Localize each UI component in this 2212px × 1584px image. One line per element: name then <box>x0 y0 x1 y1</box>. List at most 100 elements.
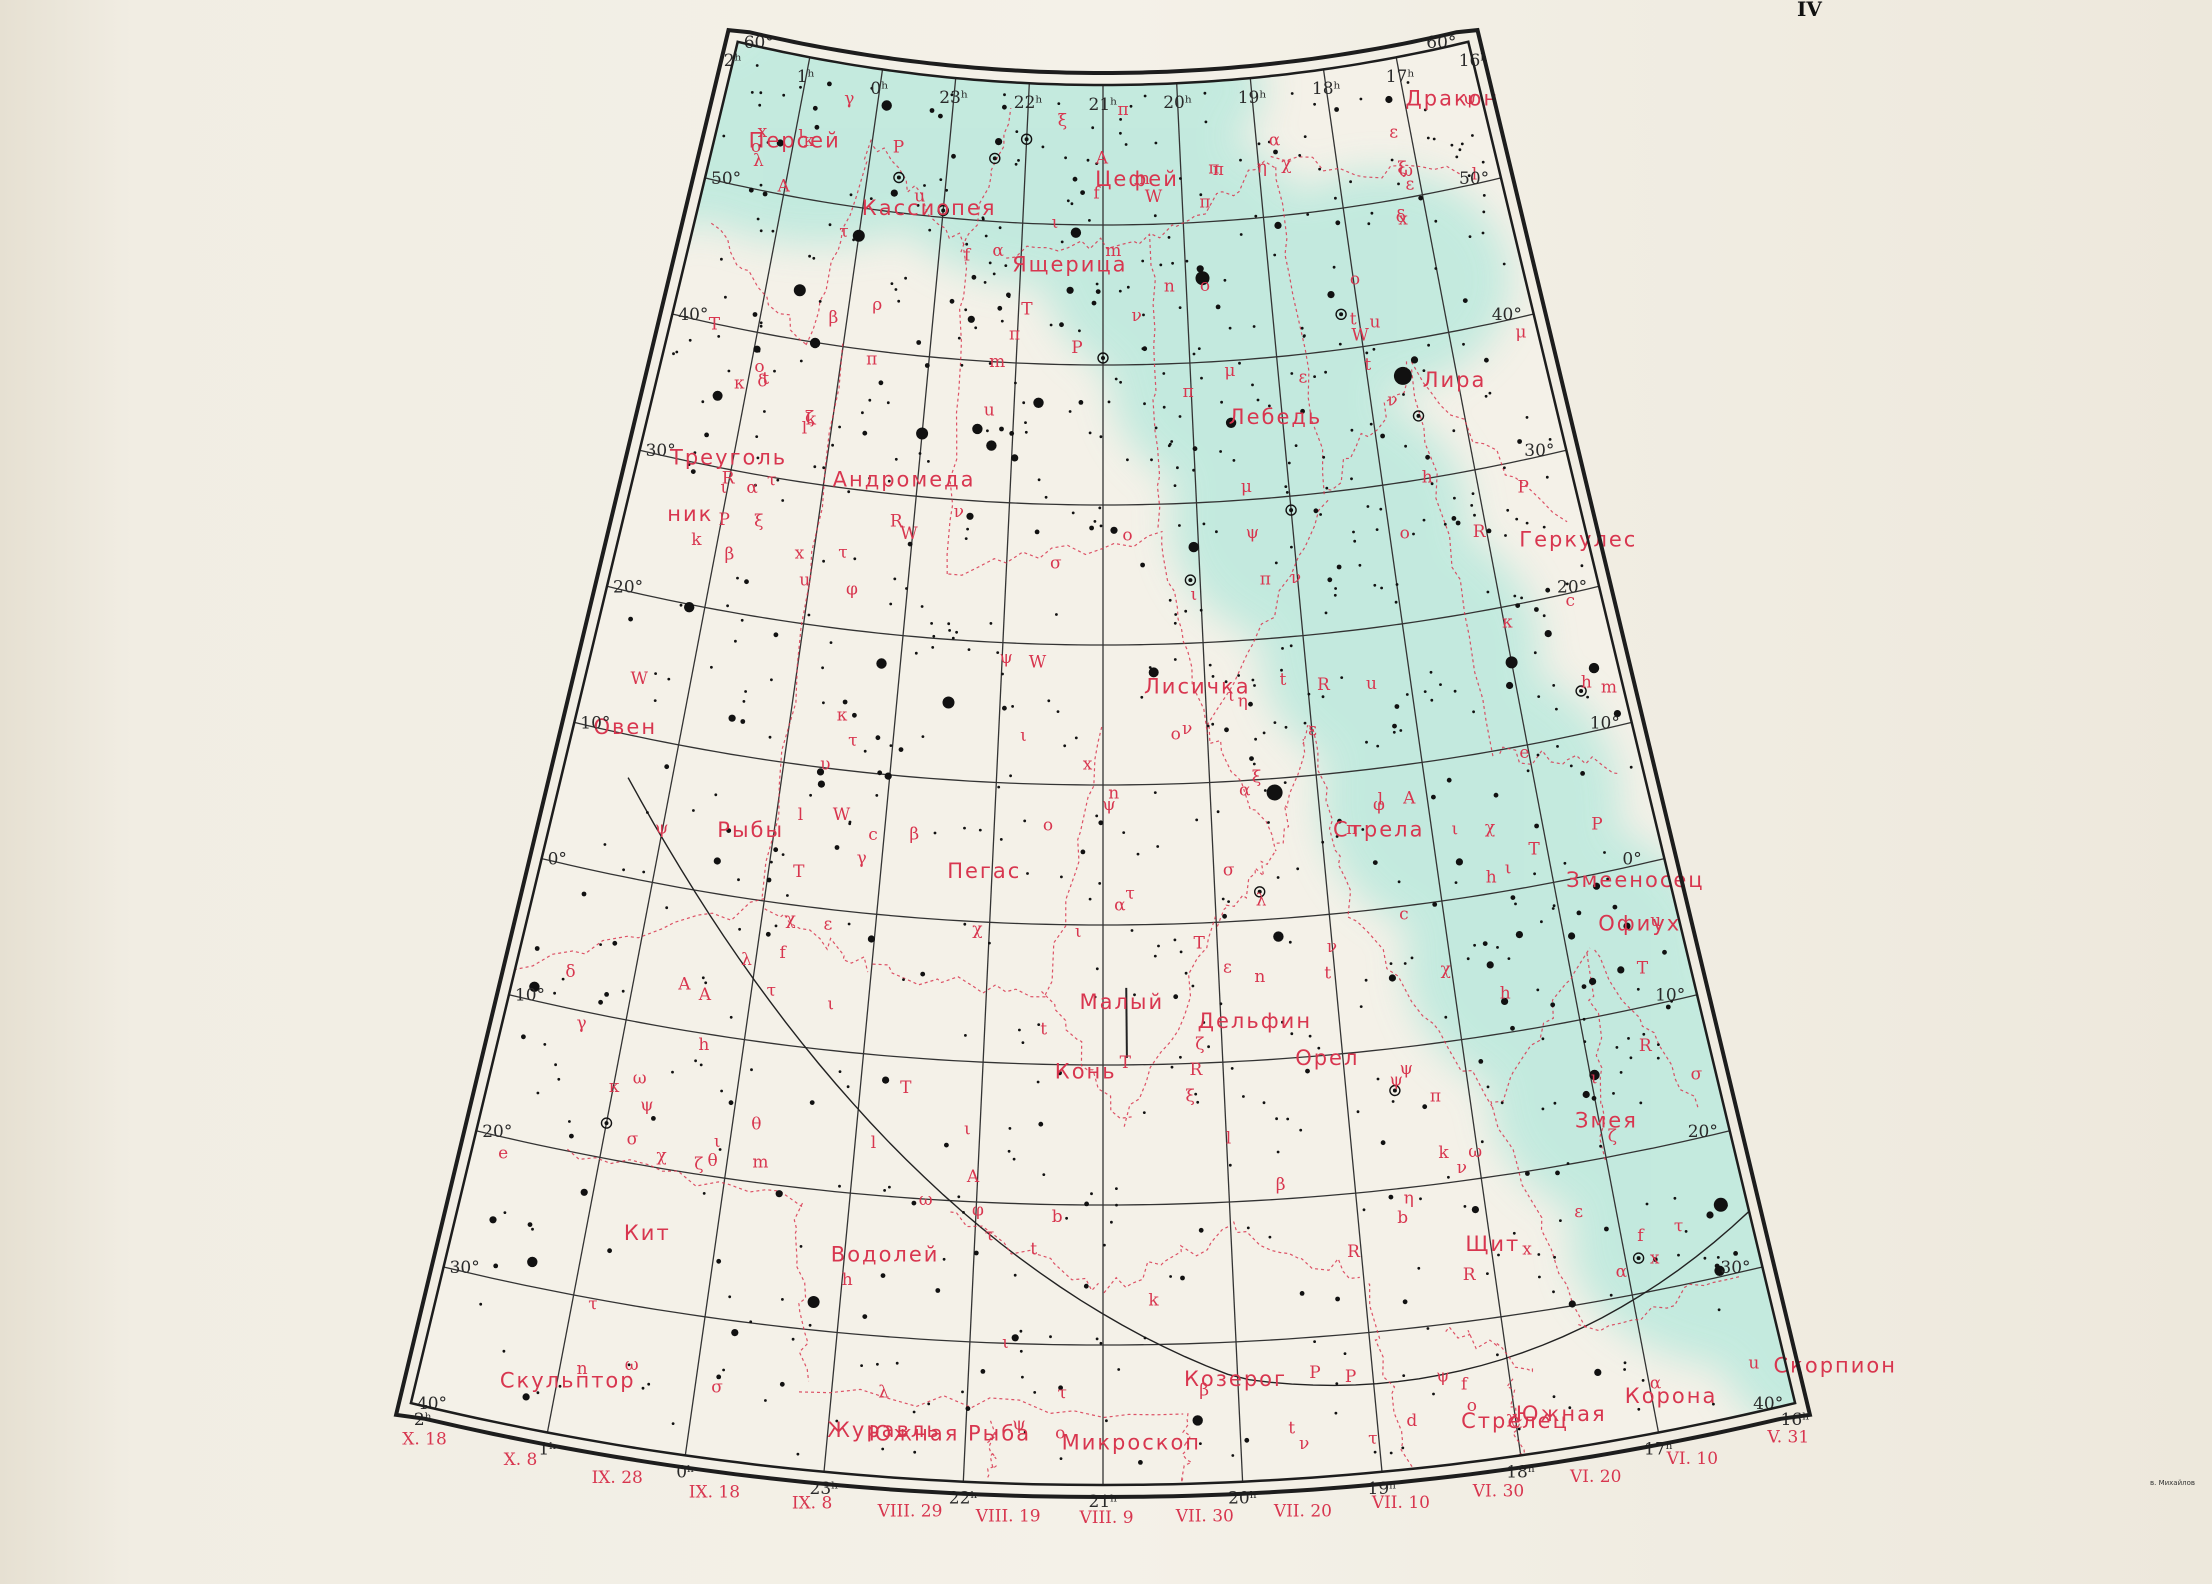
constellation-boundary <box>1586 950 1606 1161</box>
star <box>933 831 937 835</box>
declination-right-label: 40° <box>1492 305 1522 325</box>
star-designation-label: ξ <box>1058 111 1067 131</box>
star <box>1541 1107 1545 1111</box>
star <box>964 308 968 312</box>
star <box>581 891 587 897</box>
star <box>1365 351 1369 355</box>
culmination-date-label: VI. 30 <box>1472 1482 1524 1502</box>
star <box>755 435 759 438</box>
star <box>1191 984 1195 988</box>
star <box>1281 1020 1284 1024</box>
star <box>986 440 997 451</box>
star <box>1553 1101 1557 1105</box>
star <box>1015 130 1019 134</box>
star-designation-label: ω <box>625 1355 639 1375</box>
star <box>1089 525 1094 531</box>
star <box>951 153 956 159</box>
star-designation-label: ξ <box>754 511 763 531</box>
star <box>521 1034 526 1040</box>
star <box>1110 1220 1113 1224</box>
star-designation-label: ε <box>1308 720 1317 740</box>
star-designation-label: χ <box>972 919 982 939</box>
star <box>964 537 968 540</box>
star-designation-label: κ <box>734 374 745 394</box>
star <box>1001 672 1004 676</box>
star <box>716 1374 722 1380</box>
star-designation-label: h <box>842 1270 853 1290</box>
star <box>1227 900 1230 903</box>
star-designation-label: c <box>1399 905 1409 925</box>
star <box>675 350 679 354</box>
star <box>998 226 1002 230</box>
star <box>1322 455 1326 459</box>
star <box>580 1188 588 1196</box>
star <box>1627 1037 1630 1040</box>
star <box>1478 1059 1484 1064</box>
star-designation-label: ψ <box>640 1096 653 1116</box>
star-designation-label: ο <box>1043 816 1053 836</box>
declination-left-label: 40° <box>678 305 708 325</box>
star <box>1422 1104 1428 1110</box>
star-designation-label: ω <box>633 1068 647 1088</box>
star <box>902 978 905 981</box>
constellation-boundary <box>1180 1413 1194 1483</box>
star <box>890 282 894 285</box>
constellation-boundary <box>1149 234 1161 528</box>
star <box>1154 426 1158 430</box>
star <box>1395 583 1399 586</box>
constellation-boundary <box>946 249 968 576</box>
declination-left-label: 30° <box>646 441 676 461</box>
star <box>1098 882 1102 885</box>
star-designation-label: τ <box>1125 884 1134 904</box>
star-designation-label: T <box>900 1078 912 1098</box>
declination-left-label: 20° <box>482 1122 512 1142</box>
star <box>1237 674 1240 677</box>
star <box>1168 598 1172 602</box>
star <box>1406 81 1410 84</box>
star <box>1365 740 1368 744</box>
star <box>816 768 825 776</box>
bright-star <box>916 427 929 440</box>
star-designation-label: P <box>719 510 730 530</box>
star <box>1488 391 1492 395</box>
star <box>1208 663 1212 667</box>
star <box>1581 984 1587 989</box>
star-designation-label: l <box>802 419 807 439</box>
star <box>690 469 696 474</box>
star <box>916 204 920 207</box>
variable-star-core <box>992 156 997 161</box>
star <box>1159 263 1163 267</box>
star <box>1298 154 1302 157</box>
star-designation-label: ο <box>751 137 761 157</box>
star <box>737 878 740 882</box>
star <box>1034 529 1040 535</box>
star <box>1388 974 1396 982</box>
star-designation-label: α <box>1239 781 1251 801</box>
star <box>716 1258 722 1264</box>
star <box>1114 377 1118 381</box>
star <box>809 793 812 797</box>
star <box>988 941 991 945</box>
star <box>1129 104 1133 108</box>
constellation-boundary <box>948 530 1163 576</box>
star <box>1308 1034 1312 1038</box>
star-designation-label: χ <box>786 909 796 929</box>
star <box>1274 561 1278 565</box>
star-designation-label: R <box>1639 1036 1653 1056</box>
star <box>665 906 669 910</box>
milky-way-band <box>410 41 1796 1485</box>
star-designation-label: π <box>1260 569 1271 589</box>
constellation-name: Водолей <box>831 1243 940 1267</box>
star-designation-label: ι <box>798 123 805 143</box>
star <box>1194 1092 1198 1096</box>
star <box>988 261 992 265</box>
star <box>1009 774 1012 778</box>
star <box>1049 1335 1052 1339</box>
star <box>799 85 802 89</box>
star <box>1504 534 1507 537</box>
star <box>918 452 922 455</box>
star <box>651 1116 656 1121</box>
star <box>867 935 876 943</box>
star <box>1545 587 1551 593</box>
